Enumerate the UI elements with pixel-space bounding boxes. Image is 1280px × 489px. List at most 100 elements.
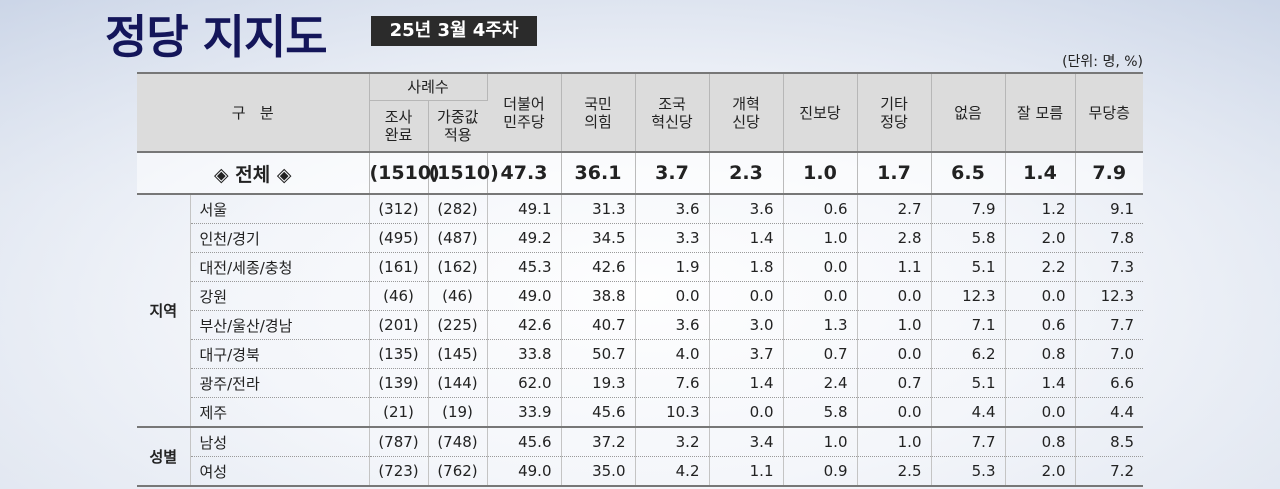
row-value: 5.8 xyxy=(931,223,1006,253)
row-value: 0.6 xyxy=(1005,310,1076,340)
total-label: ◈ 전체 ◈ xyxy=(137,151,370,195)
row-value: 1.4 xyxy=(1005,368,1076,398)
row-label: 제주 xyxy=(190,397,370,428)
row-value: 49.2 xyxy=(487,223,562,253)
row-value: 2.8 xyxy=(857,223,932,253)
row-value: 34.5 xyxy=(561,223,636,253)
row-value: 1.3 xyxy=(783,310,858,340)
row-value: 9.1 xyxy=(1075,194,1143,224)
row-value: 4.4 xyxy=(1075,397,1143,428)
row-value: 31.3 xyxy=(561,194,636,224)
total-row: ◈ 전체 ◈ (1510) (1510) 47.3 36.1 3.7 2.3 1… xyxy=(137,151,1143,195)
row-value: 33.8 xyxy=(487,339,562,369)
party-header: 개혁 신당 xyxy=(709,72,784,153)
row-value: 0.7 xyxy=(783,339,858,369)
row-value: 2.4 xyxy=(783,368,858,398)
row-value: 12.3 xyxy=(1075,281,1143,311)
row-value: 49.0 xyxy=(487,456,562,487)
category-header: 구 분 xyxy=(137,72,370,153)
row-label: 대구/경북 xyxy=(190,339,370,369)
table-row: 제주 (21) (19) 33.9 45.6 10.3 0.0 5.8 0.0 4.4 0.0 4.4 xyxy=(137,397,1143,428)
table-row: 대전/세종/충청 (161) (162) 45.3 42.6 1.9 1.8 0.0 1.1 5.… xyxy=(137,252,1143,282)
row-value: 1.0 xyxy=(857,427,932,457)
row-value: 3.3 xyxy=(635,223,710,253)
total-value: 36.1 xyxy=(561,151,636,195)
row-weighted: (225) xyxy=(428,310,488,340)
row-weighted: (162) xyxy=(428,252,488,282)
row-survey: (495) xyxy=(369,223,429,253)
row-survey: (787) xyxy=(369,427,429,457)
table-row: 지역 서울 (312) (282) 49.1 31.3 3.6 3.6 0.6 2.7 7.9 1.2… xyxy=(137,194,1143,428)
row-value: 7.6 xyxy=(635,368,710,398)
party-header: 국민 의힘 xyxy=(561,72,636,153)
row-survey: (135) xyxy=(369,339,429,369)
table-row: 광주/전라 (139) (144) 62.0 19.3 7.6 1.4 2.4 0.7 5.1 1.… xyxy=(137,368,1143,398)
cases-survey-header: 조사 완료 xyxy=(369,100,429,153)
table-header: 구 분 사례수 더불어 민주당 국민 의힘 조국 혁신당 개혁 신당 진보당 기… xyxy=(137,72,1143,153)
row-value: 35.0 xyxy=(561,456,636,487)
row-weighted: (748) xyxy=(428,427,488,457)
row-label: 인천/경기 xyxy=(190,223,370,253)
row-value: 0.0 xyxy=(783,281,858,311)
row-value: 40.7 xyxy=(561,310,636,340)
row-value: 0.0 xyxy=(709,281,784,311)
row-value: 7.9 xyxy=(931,194,1006,224)
group-label: 지역 xyxy=(137,194,191,428)
row-value: 1.9 xyxy=(635,252,710,282)
row-value: 4.0 xyxy=(635,339,710,369)
row-weighted: (282) xyxy=(428,194,488,224)
table-row: 여성 (723) (762) 49.0 35.0 4.2 1.1 0.9 2.5 5.3 2.0 7.… xyxy=(137,456,1143,487)
row-value: 0.7 xyxy=(857,368,932,398)
row-value: 45.3 xyxy=(487,252,562,282)
page-title: 정당 지지도 xyxy=(105,10,328,64)
row-value: 2.0 xyxy=(1005,223,1076,253)
row-value: 6.6 xyxy=(1075,368,1143,398)
row-value: 6.2 xyxy=(931,339,1006,369)
row-label: 남성 xyxy=(190,427,370,457)
row-value: 3.2 xyxy=(635,427,710,457)
row-value: 3.7 xyxy=(709,339,784,369)
unit-note: (단위: 명, %) xyxy=(1062,54,1143,70)
row-value: 0.8 xyxy=(1005,339,1076,369)
total-value: 1.0 xyxy=(783,151,858,195)
row-value: 49.0 xyxy=(487,281,562,311)
row-label: 강원 xyxy=(190,281,370,311)
row-value: 1.0 xyxy=(783,223,858,253)
party-header: 진보당 xyxy=(783,72,858,153)
row-value: 4.2 xyxy=(635,456,710,487)
row-value: 8.5 xyxy=(1075,427,1143,457)
row-value: 0.8 xyxy=(1005,427,1076,457)
total-value: 7.9 xyxy=(1075,151,1143,195)
table-row: 성별 남성 (787) (748) 45.6 37.2 3.2 3.4 1.0 1.0 7.7 0.8… xyxy=(137,427,1143,487)
party-header: 무당층 xyxy=(1075,72,1143,153)
row-label: 서울 xyxy=(190,194,370,224)
party-header: 잘 모름 xyxy=(1005,72,1076,153)
row-value: 0.0 xyxy=(783,252,858,282)
row-value: 2.5 xyxy=(857,456,932,487)
total-value: 6.5 xyxy=(931,151,1006,195)
table-row: 대구/경북 (135) (145) 33.8 50.7 4.0 3.7 0.7 0.0 6.2 0.… xyxy=(137,339,1143,369)
row-value: 19.3 xyxy=(561,368,636,398)
row-value: 5.8 xyxy=(783,397,858,428)
row-value: 5.3 xyxy=(931,456,1006,487)
row-value: 0.9 xyxy=(783,456,858,487)
row-value: 1.0 xyxy=(857,310,932,340)
cases-header: 사례수 xyxy=(369,72,488,101)
row-value: 5.1 xyxy=(931,368,1006,398)
row-value: 45.6 xyxy=(561,397,636,428)
table-row: 인천/경기 (495) (487) 49.2 34.5 3.3 1.4 1.0 2.8 5.8 2.… xyxy=(137,223,1143,253)
row-value: 7.7 xyxy=(1075,310,1143,340)
party-header: 더불어 민주당 xyxy=(487,72,562,153)
row-weighted: (46) xyxy=(428,281,488,311)
total-survey: (1510) xyxy=(369,151,440,195)
row-survey: (46) xyxy=(369,281,429,311)
row-value: 0.0 xyxy=(709,397,784,428)
row-value: 0.0 xyxy=(857,397,932,428)
row-survey: (312) xyxy=(369,194,429,224)
row-value: 3.0 xyxy=(709,310,784,340)
row-value: 50.7 xyxy=(561,339,636,369)
row-weighted: (144) xyxy=(428,368,488,398)
row-value: 42.6 xyxy=(487,310,562,340)
total-value: 1.4 xyxy=(1005,151,1076,195)
row-value: 2.2 xyxy=(1005,252,1076,282)
